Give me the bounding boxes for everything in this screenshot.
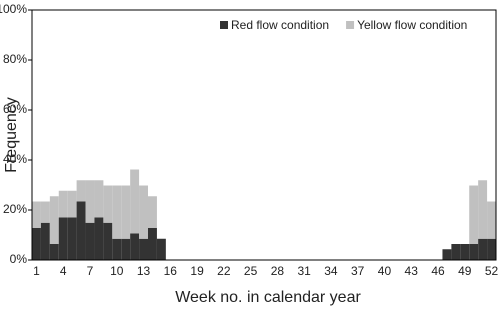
x-tick-label: 34 (324, 264, 338, 278)
y-tick-label: 80% (3, 52, 27, 66)
x-tick-label: 19 (190, 264, 204, 278)
bar-segment (139, 238, 148, 260)
x-tick-label: 25 (244, 264, 258, 278)
bar-segment (32, 228, 41, 260)
x-tick-label: 13 (137, 264, 151, 278)
bar-segment (156, 238, 166, 260)
bar-segment (40, 222, 50, 260)
bar-segment (139, 185, 148, 239)
bar-segment (487, 238, 496, 260)
bar-segment (148, 228, 157, 260)
x-tick-label: 7 (87, 264, 94, 278)
bar-segment (148, 196, 157, 228)
bar-segment (76, 201, 86, 260)
x-tick-label: 31 (297, 264, 311, 278)
bar-segment (103, 222, 113, 260)
bar-segment (130, 233, 140, 260)
y-tick-label: 0% (10, 252, 28, 266)
legend-swatch (220, 21, 228, 29)
bar-segment (32, 201, 41, 228)
x-tick-label: 37 (351, 264, 365, 278)
y-tick-label: 60% (3, 102, 27, 116)
x-tick-label: 1 (33, 264, 40, 278)
bar-segment (103, 185, 113, 223)
bar-segment (85, 180, 95, 223)
y-tick-label: 20% (3, 202, 27, 216)
legend-swatch (346, 21, 355, 29)
y-tick-label: 100% (0, 2, 27, 16)
bar-segment (112, 238, 122, 260)
x-tick-label: 52 (485, 264, 499, 278)
plot-frame (31, 9, 497, 261)
bar-segment (85, 222, 95, 260)
bar-segment (478, 180, 488, 239)
bar-segment (487, 201, 496, 239)
x-tick-label: 16 (164, 264, 178, 278)
x-tick-label: 10 (110, 264, 124, 278)
bar-segment (451, 244, 461, 260)
legend-label: Red flow condition (231, 18, 329, 32)
bar-segment (49, 196, 59, 244)
x-tick-label: 49 (458, 264, 472, 278)
bar-segment (40, 201, 50, 223)
bar-segment (478, 238, 488, 260)
bar-segment (94, 180, 104, 218)
legend-label: Yellow flow condition (357, 18, 467, 32)
bar-segment (94, 217, 104, 260)
y-axis-label: Frequency (3, 97, 20, 173)
bar-segment (121, 238, 131, 260)
x-tick-label: 4 (60, 264, 67, 278)
bar-segment (58, 190, 68, 218)
bar-segment (442, 249, 452, 260)
bar-segment (469, 244, 479, 260)
y-tick-label: 40% (3, 152, 27, 166)
bar-segment (58, 217, 68, 260)
bar-segment (76, 180, 86, 202)
bar-segment (67, 190, 77, 218)
bar-segment (112, 185, 122, 239)
bar-segment (130, 169, 140, 234)
x-axis-label: Week no. in calendar year (175, 289, 361, 306)
x-tick-label: 28 (271, 264, 285, 278)
bar-segment (460, 244, 470, 260)
x-tick-label: 46 (431, 264, 445, 278)
bar-segment (67, 217, 77, 260)
bar-segment (469, 185, 479, 244)
x-tick-label: 43 (405, 264, 419, 278)
bar-segment (121, 185, 131, 239)
bar-segment (49, 244, 59, 260)
x-tick-label: 40 (378, 264, 392, 278)
x-tick-label: 22 (217, 264, 231, 278)
